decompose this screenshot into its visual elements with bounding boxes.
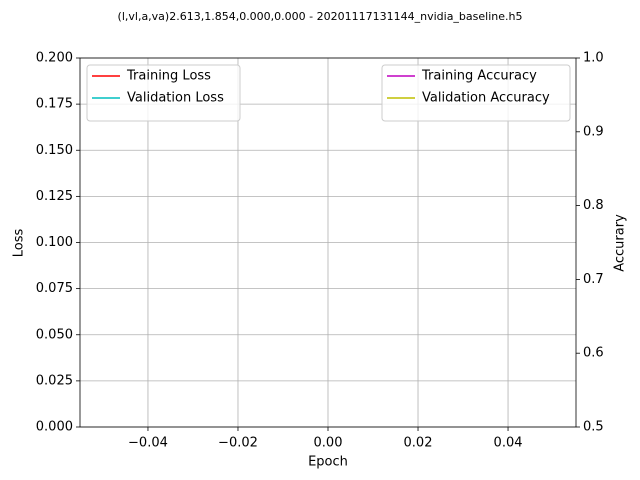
x-tick-label: 0.02 <box>404 436 433 451</box>
legend-box <box>381 64 571 122</box>
x-tick-label: −0.02 <box>218 436 258 451</box>
x-tick-label: −0.04 <box>128 436 168 451</box>
y-tick-label: 0.150 <box>36 143 73 158</box>
y2-tick-label: 0.9 <box>583 124 604 139</box>
y2-tick-label: 0.5 <box>583 420 604 435</box>
y2-tick-label: 0.7 <box>583 272 604 287</box>
y2-tick-label: 0.6 <box>583 346 604 361</box>
y-tick-label: 0.050 <box>36 327 73 342</box>
legend-label: Validation Accuracy <box>422 91 550 106</box>
y-axis-label: Loss <box>12 229 27 258</box>
y2-tick-label: 1.0 <box>583 51 604 66</box>
plot-frame <box>79 57 577 428</box>
legend-box <box>86 64 241 122</box>
y-tick-label: 0.200 <box>36 51 73 66</box>
chart-title: (l,vl,a,va)2.613,1.854,0.000,0.000 - 202… <box>118 10 523 23</box>
y-tick-label: 0.000 <box>36 420 73 435</box>
x-tick-label: 0.00 <box>314 436 343 451</box>
legend-label: Training Loss <box>126 69 211 84</box>
y2-axis-label: Accurary <box>613 214 628 272</box>
legend-label: Validation Loss <box>127 91 224 106</box>
y-tick-label: 0.075 <box>36 281 73 296</box>
y2-tick-label: 0.8 <box>583 198 604 213</box>
x-axis-label: Epoch <box>308 455 348 470</box>
y-tick-label: 0.025 <box>36 373 73 388</box>
x-tick-label: 0.04 <box>494 436 523 451</box>
y-tick-label: 0.100 <box>36 235 73 250</box>
legend-label: Training Accuracy <box>421 69 537 84</box>
y-tick-label: 0.175 <box>36 97 73 112</box>
y-tick-label: 0.125 <box>36 189 73 204</box>
